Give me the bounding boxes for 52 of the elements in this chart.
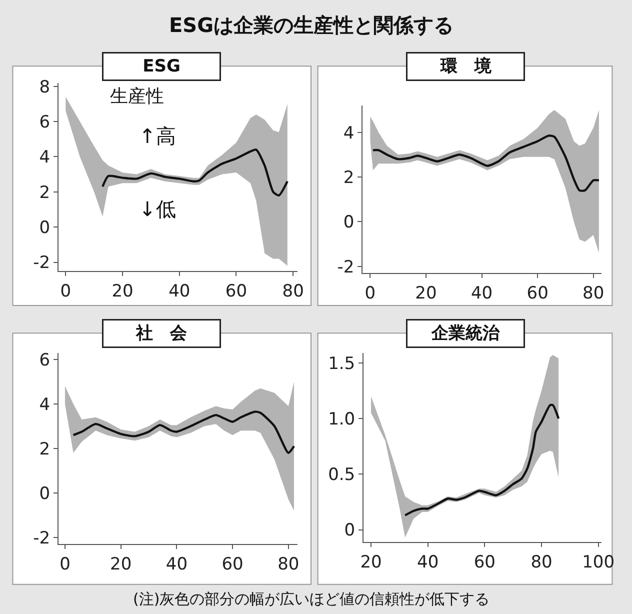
chart-title: 社 会	[135, 324, 188, 344]
line-series	[404, 404, 560, 516]
annotation: ↓低	[139, 197, 176, 221]
y-tick-label: -2	[33, 528, 50, 548]
x-tick-label: 0	[60, 554, 70, 574]
x-tick-label: 20	[415, 284, 437, 304]
y-tick-label: 2	[39, 439, 50, 460]
annotation: ↑高	[139, 124, 176, 148]
y-tick-label: 6	[39, 350, 50, 370]
chart-title: 企業統治	[430, 324, 500, 344]
chart-title: ESG	[142, 56, 180, 76]
y-tick-label: 0	[39, 484, 50, 504]
line-series	[372, 134, 600, 192]
y-tick-label: 8	[39, 77, 50, 98]
x-tick-label: 60	[526, 284, 548, 304]
y-tick-label: 6	[39, 112, 50, 132]
x-tick-label: 20	[360, 552, 382, 573]
text: ESGは企業の生産性と関係する	[169, 13, 454, 37]
x-tick-label: 60	[222, 554, 244, 574]
x-tick-label: 40	[166, 554, 188, 574]
y-tick-label: 4	[343, 123, 354, 144]
y-tick-label: 4	[39, 394, 50, 415]
y-tick-label: 0	[343, 212, 354, 233]
x-tick-label: 80	[282, 282, 304, 302]
x-tick-label: 40	[168, 282, 190, 302]
x-tick-label: 80	[278, 554, 300, 574]
x-tick-label: 20	[112, 282, 134, 302]
x-tick-label: 100	[582, 552, 615, 573]
y-tick-label: 2	[343, 168, 354, 188]
x-tick-label: 0	[364, 284, 376, 304]
chart-title: 環 境	[440, 56, 492, 76]
y-tick-label: 1.5	[328, 354, 356, 374]
y-tick-label: 0	[39, 218, 50, 238]
y-tick-label: 4	[39, 148, 50, 168]
x-tick-label: 60	[225, 282, 248, 302]
x-tick-label: 80	[582, 284, 604, 304]
x-tick-label: 20	[110, 554, 132, 574]
x-tick-label: 60	[474, 552, 496, 573]
y-tick-label: -2	[33, 253, 50, 274]
y-tick-label: -2	[337, 257, 354, 278]
y-tick-label: 0	[344, 520, 356, 541]
y-tick-label: 0.5	[328, 465, 356, 486]
line-series	[72, 410, 296, 454]
x-tick-label: 40	[417, 552, 439, 573]
annotation: 生産性	[110, 86, 164, 107]
x-tick-label: 80	[530, 552, 552, 573]
x-tick-label: 0	[60, 282, 72, 302]
x-tick-label: 40	[470, 284, 493, 304]
y-tick-label: 2	[39, 182, 50, 203]
text: (注)灰色の部分の幅が広いほど値の信頼性が低下する	[133, 590, 490, 608]
line-series	[102, 148, 289, 197]
y-tick-label: 1.0	[328, 409, 356, 430]
